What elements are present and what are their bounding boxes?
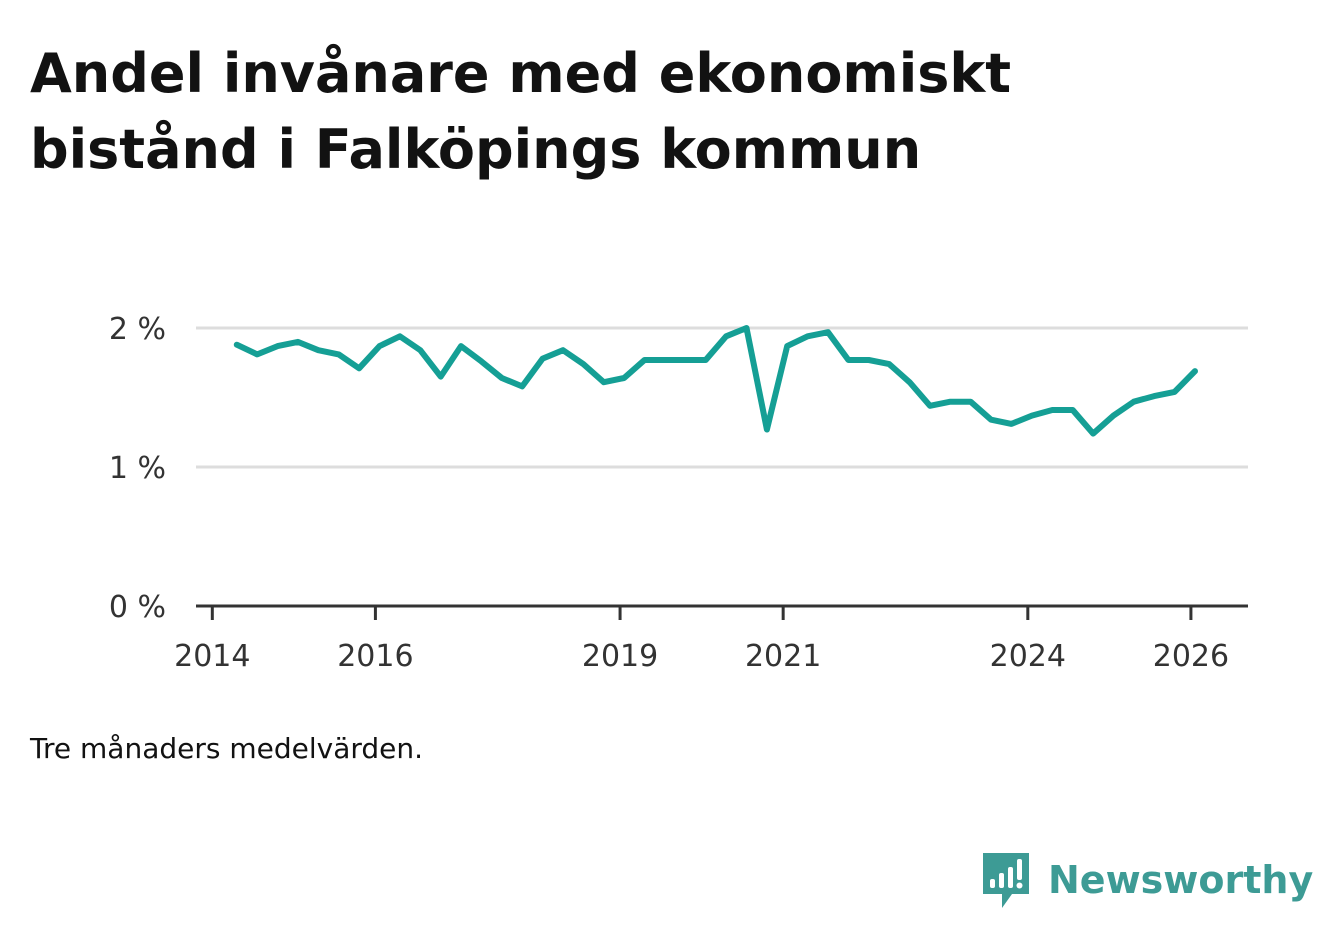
data-point <box>845 357 851 363</box>
data-point <box>927 403 933 409</box>
data-point <box>642 357 648 363</box>
data-point <box>438 374 444 380</box>
data-point <box>743 325 749 331</box>
data-point <box>907 379 913 385</box>
newsworthy-logo-icon <box>983 853 1029 908</box>
data-point <box>866 357 872 363</box>
data-point <box>1151 393 1157 399</box>
data-point <box>682 357 688 363</box>
data-point <box>275 343 281 349</box>
x-tick-label: 2019 <box>582 639 658 674</box>
data-point <box>1029 413 1035 419</box>
data-point <box>1049 407 1055 413</box>
brand-name: Newsworthy <box>1048 858 1314 902</box>
x-tick-label: 2021 <box>745 639 821 674</box>
data-point <box>499 375 505 381</box>
data-point <box>805 333 811 339</box>
data-point <box>1110 413 1116 419</box>
data-point <box>376 343 382 349</box>
data-point <box>397 333 403 339</box>
data-point <box>234 342 240 348</box>
data-point <box>356 365 362 371</box>
y-tick-label: 1 % <box>109 451 166 486</box>
data-point <box>1009 421 1015 427</box>
data-point <box>540 356 546 362</box>
data-point <box>662 357 668 363</box>
x-axis-labels: 2014 2016 2019 2021 2024 2026 <box>174 639 1229 674</box>
data-point <box>947 399 953 405</box>
data-point <box>886 361 892 367</box>
data-point <box>1172 389 1178 395</box>
data-point <box>336 351 342 357</box>
gridlines <box>196 326 1248 469</box>
series-line-0 <box>233 325 1198 437</box>
data-point <box>968 399 974 405</box>
chart-note: Tre månaders medelvärden. <box>30 732 424 765</box>
data-point <box>580 361 586 367</box>
x-tick-label: 2024 <box>990 639 1066 674</box>
x-axis <box>196 604 1248 620</box>
x-tick-label: 2016 <box>337 639 413 674</box>
data-point <box>478 358 484 364</box>
data-point <box>458 343 464 349</box>
chart-title: Andel invånare med ekonomiskt bistånd i … <box>30 42 1012 181</box>
data-point <box>295 339 301 345</box>
data-point <box>1192 368 1198 374</box>
brand-logo[interactable]: Newsworthy <box>980 850 1313 910</box>
data-point <box>560 347 566 353</box>
x-tick-label: 2026 <box>1153 639 1229 674</box>
data-point <box>988 417 994 423</box>
data-point <box>519 383 525 389</box>
data-point <box>784 343 790 349</box>
y-tick-label: 0 % <box>109 590 166 625</box>
y-axis-labels: 0 % 1 % 2 % <box>109 312 166 625</box>
data-point <box>723 333 729 339</box>
data-point <box>417 347 423 353</box>
data-point <box>254 351 260 357</box>
y-tick-label: 2 % <box>109 312 166 347</box>
data-point <box>764 426 770 432</box>
data-point <box>1070 407 1076 413</box>
data-point <box>703 357 709 363</box>
data-point <box>621 375 627 381</box>
x-tick-label: 2014 <box>174 639 250 674</box>
data-point <box>825 329 831 335</box>
data-point <box>1131 399 1137 405</box>
data-point <box>315 347 321 353</box>
data-point <box>1090 431 1096 437</box>
series-layer <box>233 325 1198 437</box>
data-point <box>601 379 607 385</box>
